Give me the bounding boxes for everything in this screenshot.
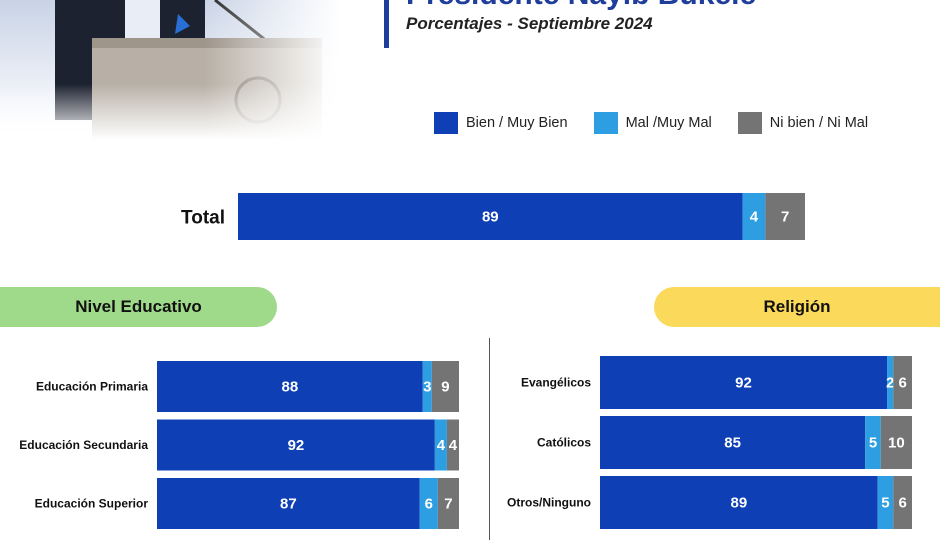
education-bar-educacion-secundaria-bien: [157, 419, 435, 471]
religion-value-otros-ninguno-ni: 6: [898, 495, 906, 512]
education-bar-educacion-secundaria-mal: [434, 419, 447, 471]
religion-value-otros-ninguno-bien: 89: [730, 495, 747, 512]
total-bar-mal: [742, 193, 766, 240]
religion-bar-evangelicos-ni: [893, 356, 912, 409]
legend-swatch-mal: [593, 112, 618, 134]
chart-legend: Bien / Muy Bien Mal /Muy Mal Ni bien / N…: [434, 112, 868, 134]
religion-value-catolicos-ni: 10: [888, 435, 905, 452]
education-value-educacion-primaria-ni: 9: [441, 379, 449, 396]
legend-label-ni: Ni bien / Ni Mal: [769, 115, 869, 131]
legend-item-mal: Mal /Muy Mal: [593, 112, 712, 134]
education-value-educacion-superior-bien: 87: [280, 496, 297, 513]
education-value-educacion-secundaria-ni: 4: [449, 437, 458, 454]
title-accent-bar: [384, 0, 389, 48]
religion-bar-otros-ninguno-ni: [893, 476, 912, 529]
section-divider: [489, 338, 490, 540]
religion-bar-catolicos-mal: [865, 416, 881, 469]
religion-value-catolicos-bien: 85: [724, 435, 741, 452]
education-bar-educacion-secundaria-ni: [446, 419, 459, 471]
religion-bar-otros-ninguno-mal: [877, 476, 894, 529]
total-value-bien: 89: [482, 209, 499, 226]
legend-item-bien: Bien / Muy Bien: [434, 112, 568, 134]
page-subtitle: Porcentajes - Septiembre 2024: [406, 14, 653, 33]
education-label-educacion-primaria: Educación Primaria: [36, 380, 148, 394]
religion-bar-evangelicos-bien: [600, 356, 888, 409]
education-bar-educacion-superior-mal: [419, 478, 438, 529]
legend-swatch-bien: [434, 112, 458, 134]
education-value-educacion-secundaria-mal: 4: [437, 437, 446, 454]
religion-bar-evangelicos-mal: [887, 356, 894, 409]
religion-bar-catolicos-bien: [600, 416, 866, 469]
education-value-educacion-superior-ni: 7: [444, 496, 452, 513]
education-bar-educacion-primaria-bien: [157, 361, 423, 412]
religion-value-evangelicos-ni: 6: [898, 375, 906, 392]
total-bar-bien: [238, 193, 743, 240]
total-bar-ni: [765, 193, 805, 240]
total-label: Total: [181, 208, 225, 229]
religion-value-catolicos-mal: 5: [869, 435, 877, 452]
education-bar-educacion-primaria-ni: [431, 361, 459, 412]
religion-value-otros-ninguno-mal: 5: [881, 495, 889, 512]
education-value-educacion-superior-mal: 6: [425, 496, 433, 513]
education-bar-educacion-superior-ni: [437, 478, 459, 529]
legend-label-mal: Mal /Muy Mal: [625, 115, 712, 131]
education-bar-educacion-superior-bien: [157, 478, 420, 529]
section-header-religion: Religión: [654, 287, 940, 327]
education-label-educacion-superior: Educación Superior: [35, 497, 149, 511]
page-title: Presidente Nayib Bukele: [406, 0, 756, 12]
total-value-ni: 7: [781, 209, 789, 226]
education-label-educacion-secundaria: Educación Secundaria: [19, 438, 148, 452]
legend-item-ni: Ni bien / Ni Mal: [737, 112, 869, 134]
religion-bar-catolicos-ni: [880, 416, 912, 469]
religion-value-evangelicos-mal: 2: [886, 375, 894, 392]
education-value-educacion-secundaria-bien: 92: [288, 437, 305, 454]
religion-label-otros-ninguno: Otros/Ninguno: [507, 496, 591, 510]
president-photo: [0, 0, 340, 140]
section-header-education: Nivel Educativo: [0, 287, 277, 327]
religion-label-catolicos: Católicos: [537, 436, 591, 450]
education-value-educacion-primaria-bien: 88: [282, 379, 299, 396]
education-bar-educacion-primaria-mal: [422, 361, 432, 412]
legend-swatch-ni: [737, 112, 762, 134]
total-value-mal: 4: [750, 209, 759, 226]
religion-value-evangelicos-bien: 92: [735, 375, 752, 392]
education-value-educacion-primaria-mal: 3: [423, 379, 431, 396]
religion-label-evangelicos: Evangélicos: [521, 376, 591, 390]
religion-bar-otros-ninguno-bien: [600, 476, 878, 529]
legend-label-bien: Bien / Muy Bien: [466, 115, 568, 131]
